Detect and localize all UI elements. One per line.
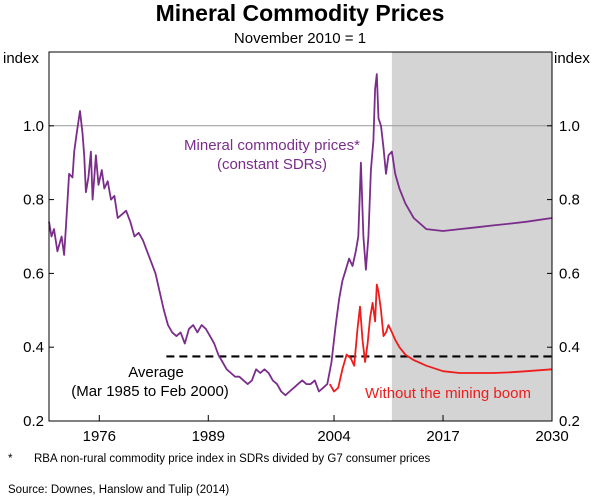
y-tick-label-right: 0.4 bbox=[559, 339, 580, 356]
plot-frame bbox=[48, 51, 553, 422]
average-period-label: (Mar 1985 to Feb 2000) bbox=[71, 383, 229, 400]
y-axis-label-right: index bbox=[554, 50, 590, 67]
chart-title: Mineral Commodity Prices bbox=[156, 0, 445, 26]
footnote-text: RBA non-rural commodity price index in S… bbox=[34, 453, 431, 465]
y-tick-label-right: 0.6 bbox=[559, 265, 580, 282]
y-tick-label-right: 0.2 bbox=[559, 413, 580, 430]
y-tick-label-right: 1.0 bbox=[559, 118, 580, 135]
without-mining-boom-line bbox=[329, 283, 553, 393]
x-tick-label: 2004 bbox=[317, 428, 350, 445]
y-tick-label-left: 0.4 bbox=[23, 339, 44, 356]
y-axis-label-left: index bbox=[3, 50, 39, 67]
footnote-marker: * bbox=[8, 453, 13, 465]
x-tick-label: 2030 bbox=[535, 428, 568, 445]
x-tick-label: 2017 bbox=[426, 428, 459, 445]
y-tick-label-left: 0.2 bbox=[23, 413, 44, 430]
mineral-series-sublabel: (constant SDRs) bbox=[217, 156, 327, 173]
x-tick-label: 1989 bbox=[192, 428, 225, 445]
chart-subtitle: November 2010 = 1 bbox=[234, 30, 366, 47]
y-tick-label-left: 0.8 bbox=[23, 192, 44, 209]
y-tick-label-left: 1.0 bbox=[23, 118, 44, 135]
x-tick-label: 1976 bbox=[83, 428, 116, 445]
source-note: Source: Downes, Hanslow and Tulip (2014) bbox=[8, 484, 230, 496]
footnote: * RBA non-rural commodity price index in… bbox=[8, 452, 534, 466]
y-tick-label-left: 0.6 bbox=[23, 265, 44, 282]
mineral-series-label: Mineral commodity prices* bbox=[184, 137, 360, 154]
y-tick-label-right: 0.8 bbox=[559, 192, 580, 209]
mineral-commodity-prices-line bbox=[48, 73, 553, 397]
projection-shading bbox=[391, 52, 552, 421]
without-boom-label: Without the mining boom bbox=[365, 385, 531, 402]
average-label: Average bbox=[128, 364, 184, 381]
